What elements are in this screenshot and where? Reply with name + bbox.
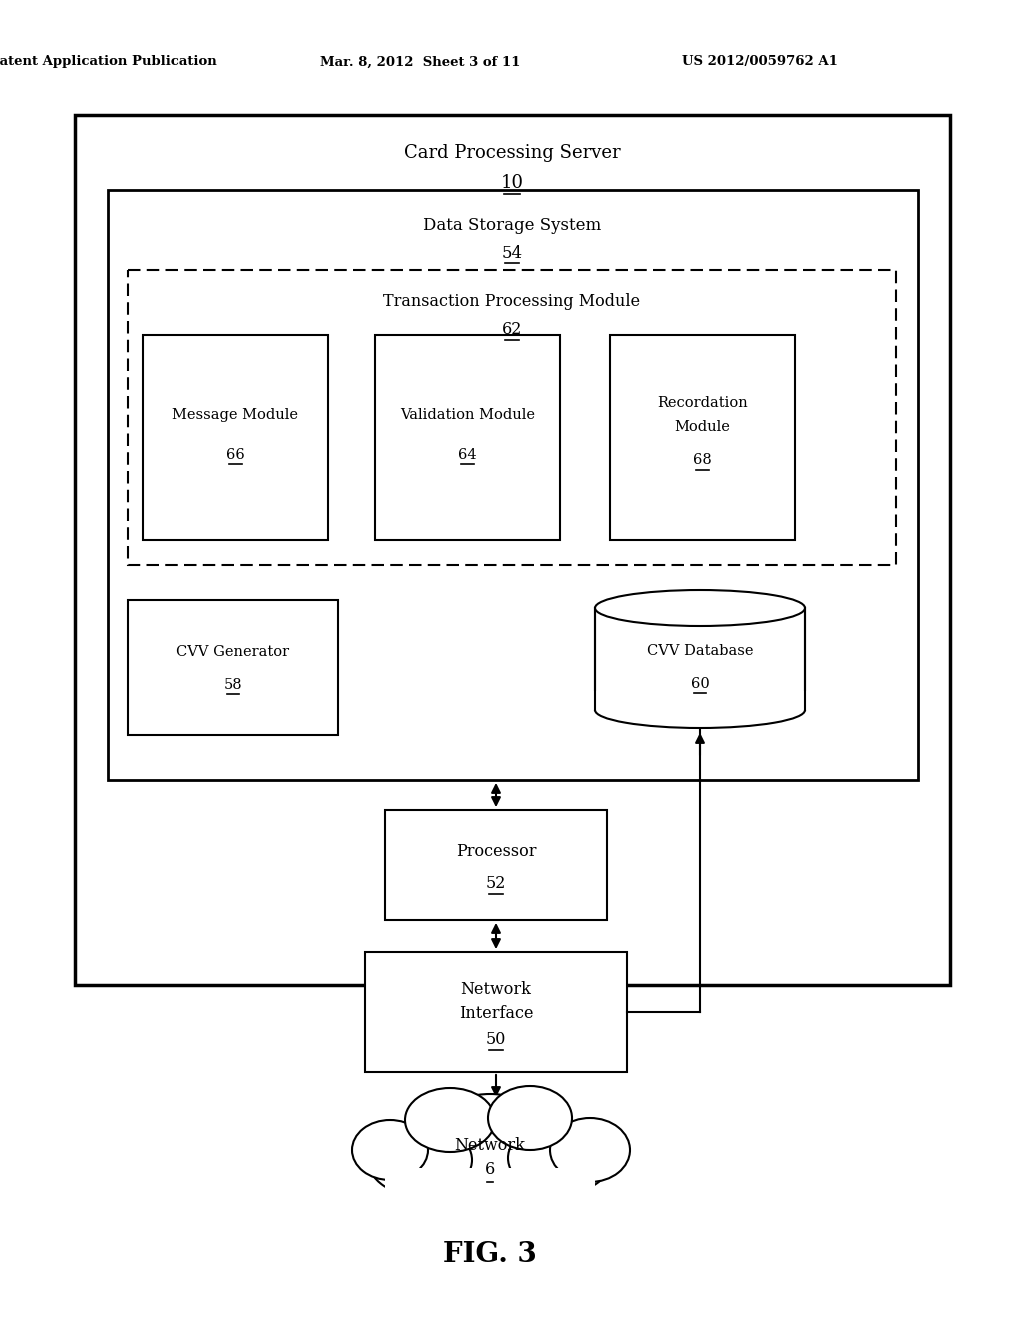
Text: 58: 58 xyxy=(223,678,243,692)
Bar xyxy=(75,115,950,985)
Bar xyxy=(143,335,328,540)
Text: 66: 66 xyxy=(226,447,245,462)
Text: 10: 10 xyxy=(501,174,523,191)
Text: US 2012/0059762 A1: US 2012/0059762 A1 xyxy=(682,55,838,69)
Text: 52: 52 xyxy=(485,875,506,892)
Ellipse shape xyxy=(550,1118,630,1181)
Text: 6: 6 xyxy=(485,1162,496,1179)
Text: Network: Network xyxy=(455,1137,525,1154)
Bar xyxy=(610,335,795,540)
Text: Mar. 8, 2012  Sheet 3 of 11: Mar. 8, 2012 Sheet 3 of 11 xyxy=(319,55,520,69)
Bar xyxy=(128,601,338,735)
Bar xyxy=(385,810,607,920)
Text: 60: 60 xyxy=(690,677,710,690)
Text: 64: 64 xyxy=(458,447,477,462)
Text: 50: 50 xyxy=(485,1031,506,1048)
Ellipse shape xyxy=(488,1086,572,1150)
Text: Patent Application Publication: Patent Application Publication xyxy=(0,55,216,69)
Text: Message Module: Message Module xyxy=(172,408,299,422)
Bar xyxy=(385,1168,595,1199)
Ellipse shape xyxy=(352,1119,428,1180)
Bar xyxy=(593,690,807,710)
Ellipse shape xyxy=(595,692,805,729)
Ellipse shape xyxy=(508,1122,612,1195)
Text: Validation Module: Validation Module xyxy=(400,408,535,422)
Text: Module: Module xyxy=(675,420,730,434)
Text: 68: 68 xyxy=(693,453,712,467)
Text: Interface: Interface xyxy=(459,1006,534,1023)
Text: CVV Generator: CVV Generator xyxy=(176,645,290,659)
Ellipse shape xyxy=(406,1088,495,1152)
Text: Network: Network xyxy=(461,982,531,998)
Text: 54: 54 xyxy=(502,244,522,261)
Text: Transaction Processing Module: Transaction Processing Module xyxy=(383,293,641,310)
Bar xyxy=(365,952,627,1072)
Text: CVV Database: CVV Database xyxy=(647,644,754,657)
Bar xyxy=(375,335,560,540)
Text: Data Storage System: Data Storage System xyxy=(423,216,601,234)
Text: Processor: Processor xyxy=(456,843,537,861)
Text: 62: 62 xyxy=(502,322,522,338)
Text: Card Processing Server: Card Processing Server xyxy=(403,144,621,162)
Text: FIG. 3: FIG. 3 xyxy=(443,1242,537,1269)
Ellipse shape xyxy=(428,1094,552,1181)
Ellipse shape xyxy=(595,590,805,626)
Text: Recordation: Recordation xyxy=(657,396,748,411)
Bar xyxy=(108,190,918,780)
Ellipse shape xyxy=(368,1125,472,1196)
Bar xyxy=(128,271,896,565)
